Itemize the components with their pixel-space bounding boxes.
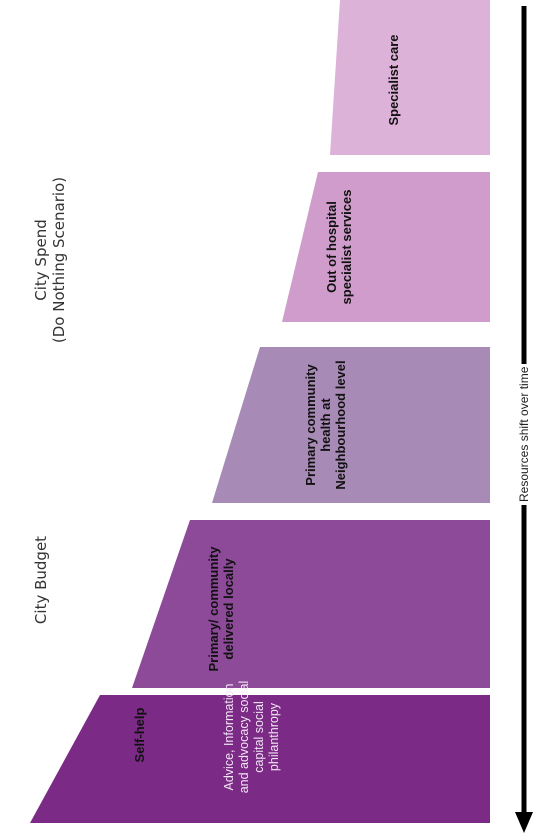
block-primary-community-neighbourhood	[212, 347, 490, 503]
primary-community-neighbourhood-label: Primary community health at Neighbourhoo…	[303, 360, 348, 490]
city-spend-subtitle: (Do Nothing Scenario)	[50, 176, 68, 344]
block-primary-community-local	[132, 520, 490, 688]
city-budget-heading: City Budget	[32, 535, 50, 625]
self-help-sublabel: Advice, Information and advocacy social …	[222, 680, 281, 794]
self-help-label: Self-help	[132, 707, 147, 763]
city-spend-title: City Spend	[32, 219, 50, 301]
specialist-care-label: Specialist care	[386, 34, 401, 126]
block-out-of-hospital	[282, 172, 490, 322]
primary-community-local-label: Primary/ community delivered locally	[206, 546, 236, 672]
timeline-arrow-head	[515, 812, 533, 833]
out-of-hospital-label: Out of hospital specialist services	[324, 189, 354, 305]
block-specialist-care	[330, 0, 490, 155]
city-spend-heading: City Spend (Do Nothing Scenario)	[32, 140, 68, 380]
arrow-label: Resources shift over time	[517, 363, 531, 505]
block-self-help	[30, 695, 490, 823]
